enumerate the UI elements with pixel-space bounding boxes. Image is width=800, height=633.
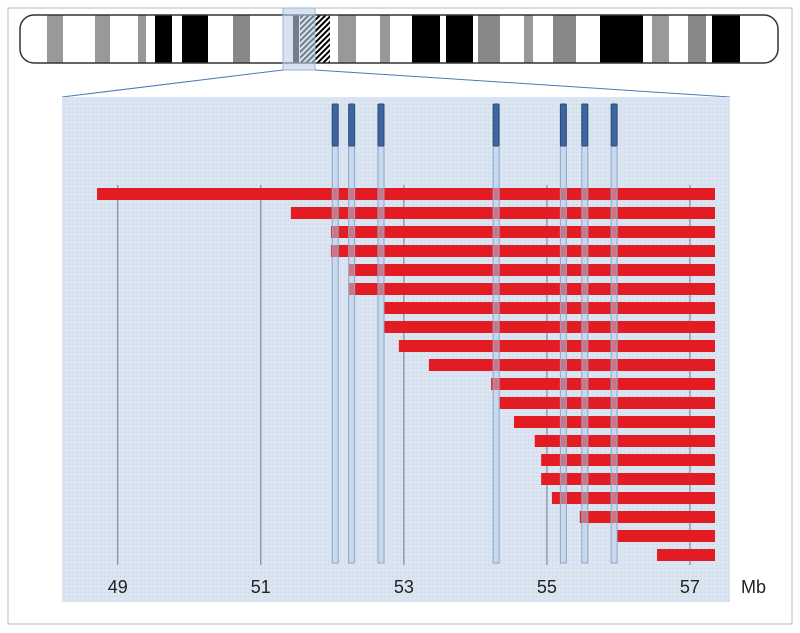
zoom-line xyxy=(314,69,731,98)
gene-column xyxy=(331,145,339,564)
range-bar xyxy=(330,245,715,257)
gene-column xyxy=(559,145,567,564)
range-bar xyxy=(383,321,715,333)
chromosome-ideogram xyxy=(20,15,778,63)
range-bar xyxy=(348,283,715,295)
range-bar xyxy=(330,226,715,238)
x-tick-label: 51 xyxy=(251,577,271,597)
range-bar xyxy=(97,188,715,200)
gene-column xyxy=(492,145,500,564)
range-bar xyxy=(398,340,715,352)
zoom-highlight xyxy=(282,7,316,71)
range-bar xyxy=(534,435,715,447)
x-tick-label: 53 xyxy=(394,577,414,597)
range-bar xyxy=(541,454,715,466)
gene-column xyxy=(377,145,385,564)
gene-marker xyxy=(348,103,356,147)
gene-column xyxy=(348,145,356,564)
gene-column xyxy=(610,145,618,564)
gene-marker xyxy=(492,103,500,147)
gene-marker xyxy=(377,103,385,147)
range-bar xyxy=(551,492,715,504)
range-bar xyxy=(541,473,715,485)
x-unit: Mb xyxy=(741,577,766,597)
range-bar xyxy=(616,530,715,542)
range-bar xyxy=(383,302,715,314)
gene-marker xyxy=(610,103,618,147)
x-tick-label: 49 xyxy=(108,577,128,597)
gene-marker xyxy=(331,103,339,147)
range-bar xyxy=(499,397,715,409)
range-bar xyxy=(657,549,715,561)
chromosome-outline xyxy=(19,14,779,64)
gene-column xyxy=(581,145,589,564)
range-bar xyxy=(348,264,715,276)
range-bar xyxy=(428,359,715,371)
range-bar xyxy=(579,511,715,523)
x-tick-label: 55 xyxy=(537,577,557,597)
x-tick-label: 57 xyxy=(680,577,700,597)
range-bar xyxy=(290,207,715,219)
gene-marker xyxy=(581,103,589,147)
range-bar xyxy=(491,378,715,390)
zoom-line xyxy=(61,69,284,98)
gene-marker xyxy=(559,103,567,147)
